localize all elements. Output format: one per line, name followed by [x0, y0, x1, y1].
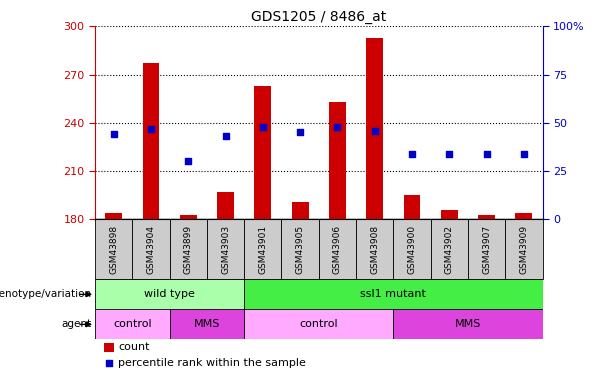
Bar — [207, 219, 244, 279]
Point — [221, 134, 230, 140]
Bar — [105, 213, 122, 219]
Point — [258, 124, 268, 130]
Text: GSM43906: GSM43906 — [333, 225, 342, 274]
Text: GSM43907: GSM43907 — [482, 225, 491, 274]
Bar — [95, 309, 170, 339]
Text: wild type: wild type — [144, 290, 195, 299]
Bar — [319, 219, 356, 279]
Point — [183, 158, 193, 164]
Point — [104, 360, 114, 366]
Text: MMS: MMS — [194, 320, 220, 329]
Point — [407, 151, 417, 157]
Title: GDS1205 / 8486_at: GDS1205 / 8486_at — [251, 10, 386, 24]
Bar — [217, 192, 234, 219]
Bar — [143, 63, 159, 219]
Bar — [244, 219, 281, 279]
Bar — [441, 210, 458, 219]
Text: GSM43899: GSM43899 — [184, 225, 192, 274]
Point — [370, 128, 379, 134]
Point — [332, 124, 342, 130]
Bar — [180, 214, 197, 219]
Text: GSM43903: GSM43903 — [221, 225, 230, 274]
Text: GSM43909: GSM43909 — [519, 225, 528, 274]
Text: percentile rank within the sample: percentile rank within the sample — [118, 358, 306, 368]
Bar — [394, 309, 543, 339]
Bar — [356, 219, 394, 279]
Text: GSM43898: GSM43898 — [109, 225, 118, 274]
Text: GSM43908: GSM43908 — [370, 225, 379, 274]
Bar — [394, 219, 430, 279]
Bar — [281, 219, 319, 279]
Point — [146, 126, 156, 132]
Text: agent: agent — [62, 320, 92, 329]
Text: control: control — [113, 320, 151, 329]
Text: count: count — [118, 342, 150, 352]
Point — [519, 151, 529, 157]
Bar — [95, 219, 132, 279]
Bar — [367, 38, 383, 219]
Text: GSM43905: GSM43905 — [295, 225, 305, 274]
Bar — [292, 202, 308, 219]
Bar — [244, 309, 394, 339]
Text: GSM43901: GSM43901 — [258, 225, 267, 274]
Point — [295, 129, 305, 135]
Text: ssl1 mutant: ssl1 mutant — [360, 290, 426, 299]
Bar — [329, 102, 346, 219]
Bar — [132, 219, 170, 279]
Point — [109, 131, 118, 137]
Bar — [170, 219, 207, 279]
Bar — [244, 279, 543, 309]
Bar — [104, 343, 114, 352]
Bar — [403, 195, 421, 219]
Bar — [505, 219, 543, 279]
Point — [482, 151, 492, 157]
Point — [444, 151, 454, 157]
Bar — [254, 86, 271, 219]
Text: genotype/variation: genotype/variation — [0, 290, 92, 299]
Bar — [95, 279, 244, 309]
Text: GSM43904: GSM43904 — [147, 225, 156, 274]
Bar — [430, 219, 468, 279]
Text: MMS: MMS — [455, 320, 481, 329]
Text: control: control — [299, 320, 338, 329]
Bar — [468, 219, 505, 279]
Bar — [478, 214, 495, 219]
Bar — [516, 213, 532, 219]
Text: GSM43900: GSM43900 — [408, 225, 416, 274]
Text: GSM43902: GSM43902 — [445, 225, 454, 274]
Bar — [170, 309, 244, 339]
